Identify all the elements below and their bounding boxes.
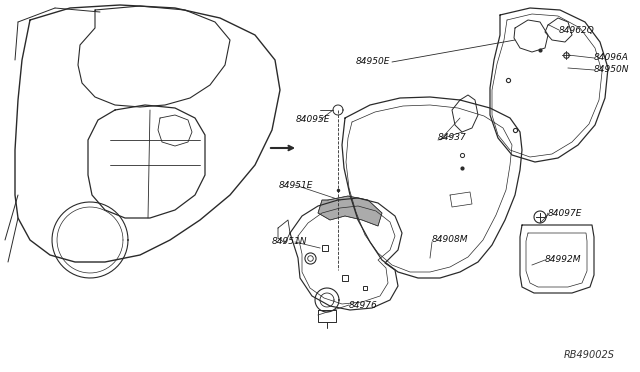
Text: 84937: 84937	[438, 134, 467, 142]
Text: RB49002S: RB49002S	[564, 350, 615, 360]
Text: 84951N: 84951N	[272, 237, 307, 247]
Text: 84951E: 84951E	[279, 180, 314, 189]
Text: 84950N: 84950N	[594, 64, 630, 74]
Text: 84095E: 84095E	[296, 115, 330, 125]
Text: 84950E: 84950E	[355, 58, 390, 67]
Text: 84976: 84976	[349, 301, 378, 310]
Text: 84096A: 84096A	[594, 52, 629, 61]
Text: 84992M: 84992M	[545, 254, 582, 263]
Text: 84097E: 84097E	[548, 208, 582, 218]
Text: 84908M: 84908M	[432, 235, 468, 244]
Text: 84962Q: 84962Q	[559, 26, 595, 35]
Polygon shape	[318, 196, 382, 226]
